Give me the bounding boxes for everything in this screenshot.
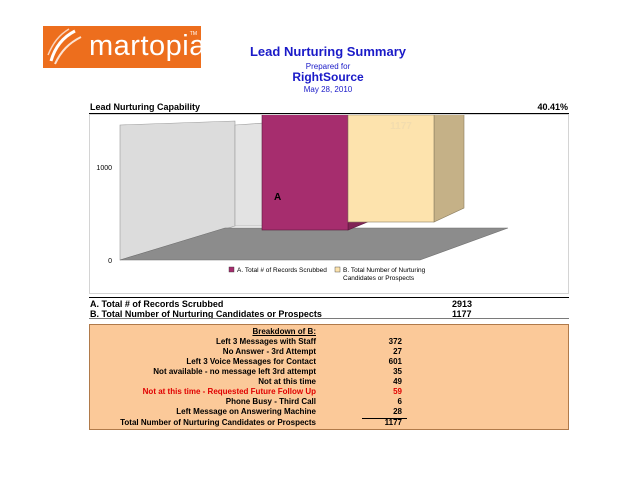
summary-label-b: B. Total Number of Nurturing Candidates … [90, 309, 322, 319]
breakdown-row: Phone Busy - Third Call 6 [90, 397, 568, 407]
capability-value: 40.41% [537, 102, 568, 112]
logo-trademark: TM [189, 31, 197, 37]
divider [89, 113, 569, 114]
y-tick-label: 1000 [96, 165, 112, 172]
divider [89, 297, 569, 298]
breakdown-panel: Breakdown of B: Left 3 Messages with Sta… [89, 324, 569, 430]
breakdown-row: Left 3 Voice Messages for Contact 601 [90, 357, 568, 367]
breakdown-row-value: 28 [393, 407, 402, 416]
legend-label: A. Total # of Records Scrubbed [237, 267, 327, 274]
breakdown-row-label: Left 3 Messages with Staff [215, 337, 316, 346]
breakdown-row-label: Not at this time [258, 377, 316, 386]
breakdown-row-value: 35 [393, 367, 402, 376]
breakdown-row-label: Left 3 Voice Messages for Contact [186, 357, 316, 366]
breakdown-total-value: 1177 [384, 418, 402, 427]
breakdown-row-value: 372 [388, 337, 402, 346]
breakdown-row-label: Not at this time - Requested Future Foll… [142, 387, 316, 396]
report-date: May 28, 2010 [303, 85, 353, 94]
breakdown-row-label: No Answer - 3rd Attempt [222, 347, 316, 356]
breakdown-row: Not at this time 49 [90, 377, 568, 387]
breakdown-row-label: Left Message on Answering Machine [176, 407, 316, 416]
swirl-logo-icon [47, 28, 82, 65]
prepared-for-label: Prepared for [305, 62, 351, 71]
breakdown-row-highlighted: Not at this time - Requested Future Foll… [90, 387, 568, 397]
legend-label: Candidates or Prospects [343, 275, 415, 282]
bar-chart: 01000200030002913A1177A. Total # of Reco… [96, 115, 509, 282]
capability-label: Lead Nurturing Capability [90, 102, 201, 112]
breakdown-row: Left 3 Messages with Staff 372 [90, 337, 568, 347]
breakdown-row-value: 6 [397, 397, 402, 406]
legend-label: B. Total Number of Nurturing [343, 267, 426, 274]
bar-data-label: 1177 [390, 121, 412, 132]
breakdown-row-value: 49 [393, 377, 402, 386]
client-name: RightSource [292, 70, 364, 84]
breakdown-total-row: Total Number of Nurturing Candidates or … [90, 418, 568, 428]
chart-floor [119, 227, 509, 261]
breakdown-row: Left Message on Answering Machine 28 [90, 407, 568, 417]
report-title: Lead Nurturing Summary [249, 44, 407, 59]
divider [89, 318, 569, 319]
total-underline [362, 418, 407, 419]
logo-brand-text: martopia [89, 30, 206, 62]
legend-swatch [334, 266, 341, 273]
breakdown-row-value: 601 [388, 357, 402, 366]
martopia-logo: martopia TM [43, 26, 205, 68]
breakdown-row: No Answer - 3rd Attempt 27 [90, 347, 568, 357]
bar-b [347, 115, 435, 223]
breakdown-total-label: Total Number of Nurturing Candidates or … [120, 418, 316, 427]
summary-value-a: 2913 [452, 299, 473, 309]
chart-container: 01000200030002913A1177A. Total # of Reco… [89, 114, 569, 294]
bar-side [433, 115, 465, 223]
breakdown-title: Breakdown of B: [252, 327, 316, 336]
summary-label-a: A. Total # of Records Scrubbed [90, 299, 224, 309]
breakdown-row-label: Phone Busy - Third Call [225, 397, 316, 406]
breakdown-row: Not available - no message left 3rd atte… [90, 367, 568, 377]
legend-swatch [228, 266, 235, 273]
bar-a [261, 115, 349, 231]
breakdown-row-value: 59 [393, 387, 402, 396]
breakdown-row-value: 27 [393, 347, 402, 356]
bar-category-label: A [274, 192, 281, 203]
summary-value-b: 1177 [452, 309, 472, 319]
breakdown-row-label: Not available - no message left 3rd atte… [153, 367, 316, 376]
y-tick-label: 0 [108, 258, 112, 265]
